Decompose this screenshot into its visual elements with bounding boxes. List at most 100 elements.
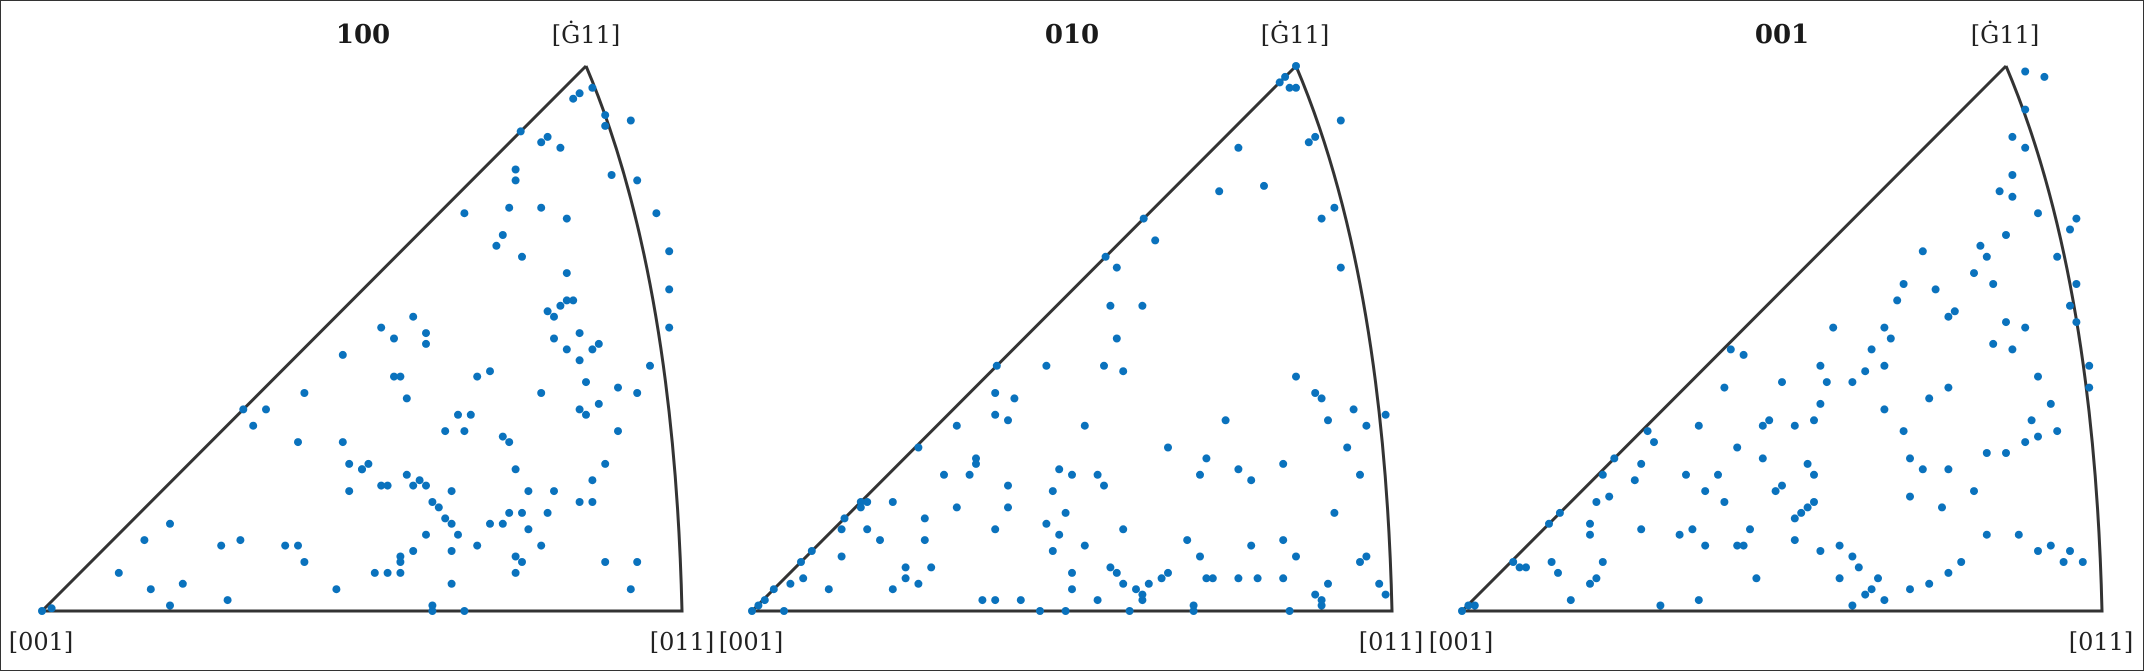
- orientation-point: [575, 356, 584, 365]
- orientation-point: [914, 579, 923, 588]
- orientation-point: [840, 514, 849, 523]
- orientation-point: [1586, 519, 1594, 528]
- orientation-point: [594, 339, 603, 348]
- orientation-point: [2072, 280, 2081, 288]
- orientation-point: [1739, 541, 1748, 550]
- ipf-panel-001: 001 [Ġ11] [001] [011]: [1429, 20, 2134, 656]
- orientation-point: [396, 372, 405, 381]
- orientation-point: [2002, 449, 2010, 457]
- orientation-point: [754, 601, 763, 610]
- orientation-point: [1093, 596, 1102, 605]
- orientation-point: [2066, 301, 2074, 310]
- orientation-point: [1765, 416, 1774, 425]
- orientation-point: [1061, 607, 1070, 615]
- orientation-point: [415, 476, 424, 485]
- orientation-point: [1931, 285, 1940, 294]
- orientation-point: [582, 410, 590, 419]
- orientation-point: [1592, 574, 1601, 583]
- orientation-point: [665, 323, 674, 332]
- orientation-point: [492, 241, 501, 250]
- orientation-point: [1867, 345, 1876, 354]
- orientation-point: [1848, 601, 1857, 610]
- orientation-point: [447, 519, 456, 528]
- orientation-point: [1899, 280, 1908, 288]
- orientation-point: [1554, 568, 1562, 577]
- orientation-point: [2040, 72, 2049, 81]
- panel-title: 100: [336, 20, 390, 50]
- orientation-point: [920, 536, 929, 545]
- orientation-point: [1349, 405, 1358, 414]
- orientation-point: [537, 203, 546, 212]
- orientation-point: [1101, 252, 1110, 261]
- orientation-point: [1080, 541, 1089, 550]
- corner-label-right: [011]: [1359, 628, 1424, 656]
- orientation-point: [2046, 399, 2055, 408]
- orientation-point: [1004, 503, 1012, 512]
- orientation-point: [1042, 361, 1051, 370]
- orientation-point: [1311, 590, 1320, 599]
- orientation-point: [1733, 443, 1742, 452]
- orientation-point: [300, 558, 309, 566]
- orientation-point: [1714, 470, 1722, 479]
- orientation-point: [1106, 301, 1115, 310]
- orientation-point: [262, 405, 270, 414]
- orientation-point: [1042, 519, 1051, 528]
- orientation-point: [1106, 563, 1115, 572]
- orientation-point: [1336, 116, 1345, 125]
- orientation-point: [1139, 214, 1148, 223]
- orientation-point: [473, 541, 482, 550]
- orientation-point: [1720, 498, 1729, 506]
- orientation-point: [1253, 574, 1262, 583]
- orientation-point: [1701, 487, 1710, 496]
- orientation-point: [1375, 579, 1384, 588]
- orientation-point: [370, 568, 379, 577]
- orientation-point: [1822, 378, 1831, 387]
- orientation-point: [1055, 530, 1064, 539]
- orientation-point: [2078, 558, 2087, 566]
- corner-label-origin: [001]: [9, 628, 74, 656]
- orientation-point: [1138, 301, 1147, 310]
- orientation-point: [550, 487, 558, 496]
- orientation-point: [2066, 547, 2074, 555]
- orientation-point: [2034, 372, 2042, 381]
- orientation-point: [1183, 536, 1192, 545]
- orientation-point: [601, 111, 610, 120]
- orientation-point: [1100, 361, 1108, 370]
- orientation-point: [952, 503, 961, 512]
- orientation-point: [396, 558, 405, 566]
- orientation-point: [1790, 421, 1799, 430]
- orientation-point: [1189, 607, 1198, 615]
- orientation-point: [1330, 203, 1339, 212]
- orientation-point: [1336, 263, 1345, 272]
- orientation-point: [1938, 503, 1946, 512]
- orientation-point: [1189, 601, 1198, 610]
- orientation-point: [2066, 225, 2074, 234]
- orientation-point: [1138, 590, 1147, 599]
- orientation-point: [1247, 541, 1256, 550]
- orientation-point: [1816, 547, 1825, 555]
- orientation-point: [1906, 454, 1914, 463]
- orientation-point: [114, 568, 123, 577]
- orientation-point: [460, 209, 469, 218]
- orientation-point: [1279, 459, 1288, 468]
- orientation-point: [901, 563, 910, 572]
- orientation-point: [1566, 596, 1575, 605]
- orientation-point: [498, 231, 507, 239]
- orientation-point: [1918, 247, 1927, 256]
- orientation-point: [607, 171, 616, 179]
- orientation-point: [409, 547, 418, 555]
- orientation-point: [1055, 465, 1064, 474]
- orientation-point: [824, 585, 833, 594]
- orientation-point: [1643, 427, 1652, 436]
- corner-label-top: [Ġ11]: [1971, 20, 2039, 49]
- orientation-point: [383, 568, 392, 577]
- orientation-point: [1157, 574, 1166, 583]
- orientation-point: [543, 307, 552, 316]
- orientation-point: [364, 459, 373, 468]
- orientation-point: [166, 519, 174, 528]
- orientation-point: [633, 558, 642, 566]
- orientation-point: [236, 536, 245, 545]
- orientation-point: [1970, 269, 1978, 278]
- orientation-point: [1982, 449, 1991, 457]
